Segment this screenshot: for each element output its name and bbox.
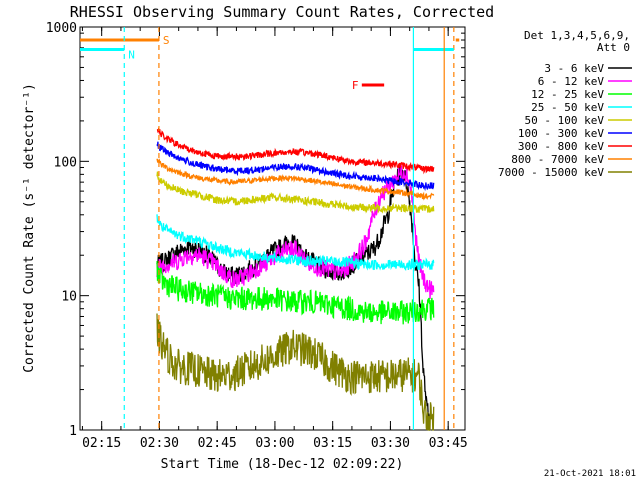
plot-frame <box>79 26 466 431</box>
flag-label-F: F <box>352 79 359 92</box>
x-tick-label: 03:00 <box>255 436 294 451</box>
y-axis-label: Corrected Count Rate (s⁻¹ detector⁻¹) <box>22 83 37 373</box>
legend-label-0: 3 - 6 keV <box>544 62 604 75</box>
series-line-5 <box>156 141 435 192</box>
series-line-4 <box>156 171 435 214</box>
legend-label-5: 100 - 300 keV <box>518 127 604 140</box>
legend-label-7: 800 - 7000 keV <box>511 153 604 166</box>
legend-title-line-1: Att 0 <box>597 41 630 54</box>
series-line-6 <box>156 127 435 175</box>
timestamp: 21-Oct-2021 18:01 <box>544 469 636 479</box>
y-tick-label: 10 <box>61 290 77 305</box>
legend-label-8: 7000 - 15000 keV <box>498 166 604 179</box>
flag-label-S: S <box>163 34 170 47</box>
legend-title-line-0: Det 1,3,4,5,6,9, <box>524 29 630 42</box>
x-tick-label: 03:45 <box>429 436 468 451</box>
x-tick-label: 02:45 <box>198 436 237 451</box>
series-line-0 <box>156 165 431 430</box>
y-tick-label: 1000 <box>46 21 77 36</box>
legend-label-4: 50 - 100 keV <box>525 114 605 127</box>
series-line-7 <box>156 158 435 201</box>
series-line-3 <box>156 214 435 271</box>
legend-label-3: 25 - 50 keV <box>531 101 604 114</box>
series-line-8 <box>156 313 435 432</box>
y-tick-label: 1 <box>69 424 77 439</box>
legend-label-1: 6 - 12 keV <box>538 75 605 88</box>
legend-label-6: 300 - 800 keV <box>518 140 604 153</box>
plot-area: 1 10 100 1000 02:15 02:30 02:45 03:00 03:15 03:30… <box>46 21 468 451</box>
x-tick-label: 03:15 <box>313 436 352 451</box>
x-tick-label: 02:30 <box>140 436 179 451</box>
chart-title: RHESSI Observing Summary Count Rates, Co… <box>70 3 494 21</box>
y-tick-label: 100 <box>54 155 77 170</box>
x-tick-label: 02:15 <box>82 436 121 451</box>
flag-label-N: N <box>128 48 135 61</box>
x-tick-label: 03:30 <box>371 436 410 451</box>
x-axis-label: Start Time (18-Dec-12 02:09:22) <box>161 457 404 472</box>
series-line-2 <box>156 261 435 325</box>
series-line-1 <box>156 165 435 300</box>
legend-label-2: 12 - 25 keV <box>531 88 604 101</box>
